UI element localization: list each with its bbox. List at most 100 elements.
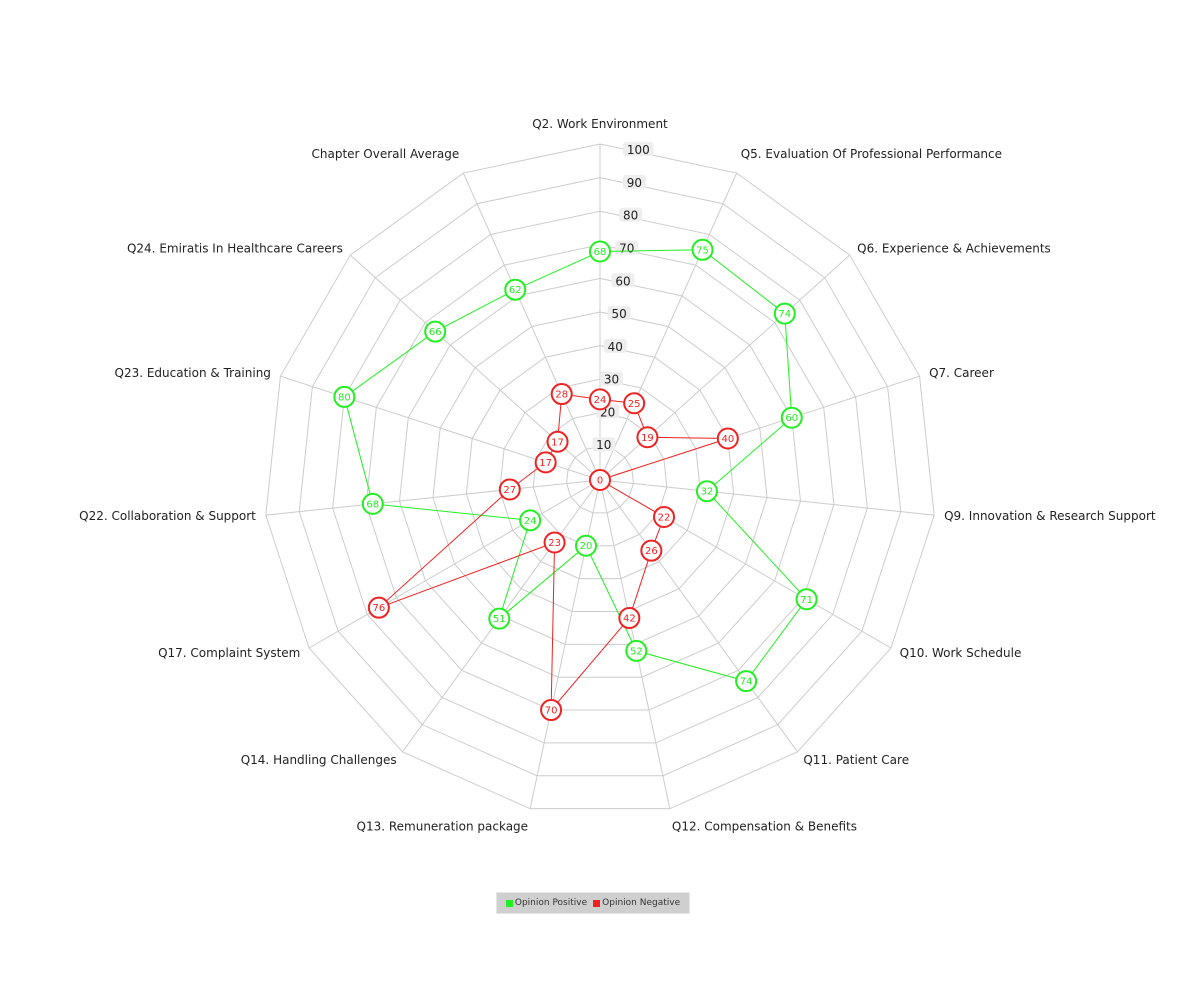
- data-label: 24: [594, 395, 607, 406]
- data-label: 76: [372, 603, 385, 614]
- series-line: [378, 393, 728, 712]
- data-point[interactable]: [780, 406, 803, 429]
- data-label: 75: [696, 245, 709, 256]
- data-point[interactable]: [636, 426, 659, 449]
- data-label: 71: [800, 595, 813, 606]
- data-point[interactable]: [640, 539, 663, 562]
- legend-label-negative: Opinion Negative: [602, 898, 681, 908]
- data-point[interactable]: [773, 302, 796, 325]
- legend-item-positive[interactable]: Opinion Positive: [505, 898, 588, 908]
- axis-label: Q2. Work Environment: [532, 117, 668, 131]
- grid-ring: [265, 143, 935, 810]
- tick-label: 90: [627, 176, 642, 190]
- tick-label: 80: [623, 209, 638, 223]
- data-point[interactable]: [691, 238, 714, 261]
- data-label: 0: [597, 476, 603, 487]
- grid-ring: [532, 412, 668, 547]
- axis-label: Q9. Innovation & Research Support: [944, 509, 1156, 523]
- grid-ring: [499, 378, 701, 580]
- data-point[interactable]: [589, 388, 611, 411]
- tick-label-bg: [599, 371, 623, 386]
- data-label: 74: [740, 677, 753, 688]
- grid-ring: [566, 445, 634, 514]
- data-point[interactable]: [519, 509, 542, 532]
- data-point[interactable]: [735, 670, 758, 693]
- data-label: 28: [555, 390, 568, 401]
- data-point[interactable]: [589, 240, 611, 263]
- data-label: 51: [493, 614, 506, 625]
- data-point[interactable]: [546, 430, 569, 453]
- data-point[interactable]: [534, 451, 557, 474]
- tick-label-bg: [623, 142, 654, 157]
- grid-spoke: [462, 172, 601, 481]
- axis-label: Chapter Overall Average: [311, 147, 459, 161]
- data-point[interactable]: [695, 480, 718, 503]
- grid-spoke: [599, 479, 798, 753]
- data-point[interactable]: [504, 278, 527, 301]
- legend-swatch-positive: [505, 899, 513, 907]
- axis-label: Q5. Evaluation Of Professional Performan…: [741, 147, 1002, 161]
- grid-ring: [432, 311, 768, 645]
- data-point[interactable]: [333, 385, 356, 408]
- data-point[interactable]: [623, 392, 646, 415]
- series-line: [343, 249, 808, 682]
- data-label: 24: [524, 516, 537, 527]
- data-label: 20: [580, 541, 593, 552]
- axis-label: Q10. Work Schedule: [900, 646, 1022, 660]
- grid-spoke: [599, 172, 738, 481]
- data-label: 62: [509, 285, 522, 296]
- legend: Opinion Positive Opinion Negative: [496, 892, 690, 914]
- data-point[interactable]: [424, 320, 447, 343]
- tick-label: 40: [608, 340, 623, 354]
- data-label: 42: [623, 614, 636, 625]
- grid-ring: [332, 210, 868, 744]
- data-label: 27: [503, 485, 516, 496]
- tick-label: 60: [615, 274, 630, 288]
- data-point[interactable]: [575, 534, 598, 557]
- tick-label-bg: [607, 306, 631, 321]
- tick-label: 10: [596, 438, 611, 452]
- data-label: 19: [641, 433, 654, 444]
- tick-label-bg: [619, 207, 643, 222]
- data-point[interactable]: [367, 596, 390, 619]
- axis-label: Q13. Remuneration package: [357, 819, 529, 833]
- grid-spoke: [529, 479, 601, 809]
- tick-label-bg: [622, 174, 646, 189]
- axis-label: Q7. Career: [929, 366, 994, 380]
- axis-label: Q17. Complaint System: [158, 646, 300, 660]
- tick-label: 30: [604, 373, 619, 387]
- data-label: 52: [630, 646, 643, 657]
- data-point[interactable]: [653, 505, 676, 528]
- data-label: 74: [778, 309, 791, 320]
- tick-label-bg: [592, 437, 616, 452]
- data-point[interactable]: [488, 607, 511, 630]
- axis-label: Q6. Experience & Achievements: [857, 241, 1051, 255]
- data-point[interactable]: [716, 427, 739, 450]
- grid-spoke: [265, 479, 601, 516]
- data-label: 68: [366, 499, 379, 510]
- data-point[interactable]: [543, 531, 566, 554]
- data-point[interactable]: [589, 469, 611, 491]
- data-point[interactable]: [498, 478, 521, 501]
- data-point[interactable]: [361, 492, 384, 515]
- legend-swatch-negative: [593, 899, 601, 907]
- axis-labels: Q2. Work Environment Q5. Evaluation Of Pr…: [79, 117, 1156, 833]
- data-point[interactable]: [540, 699, 563, 722]
- grid-spoke: [599, 479, 935, 516]
- legend-item-negative[interactable]: Opinion Negative: [593, 898, 680, 908]
- axis-label: Q23. Education & Training: [115, 366, 271, 380]
- axis-label: Q22. Collaboration & Support: [79, 509, 256, 523]
- data-label: 66: [429, 327, 442, 338]
- axis-label: Q12. Compensation & Benefits: [672, 819, 857, 833]
- data-point[interactable]: [625, 639, 648, 662]
- data-point[interactable]: [618, 607, 641, 630]
- grid-ring: [365, 244, 835, 711]
- data-label: 17: [551, 437, 564, 448]
- series-negative: 24 25 19 40 0 22 26 42 70 23 76 27 17 17 28: [367, 383, 739, 722]
- data-point[interactable]: [550, 383, 573, 406]
- legend-label-positive: Opinion Positive: [514, 898, 588, 908]
- grid-ring: [298, 177, 902, 777]
- grid-ring: [465, 345, 735, 612]
- grid-spoke: [308, 479, 601, 649]
- data-point[interactable]: [795, 588, 818, 611]
